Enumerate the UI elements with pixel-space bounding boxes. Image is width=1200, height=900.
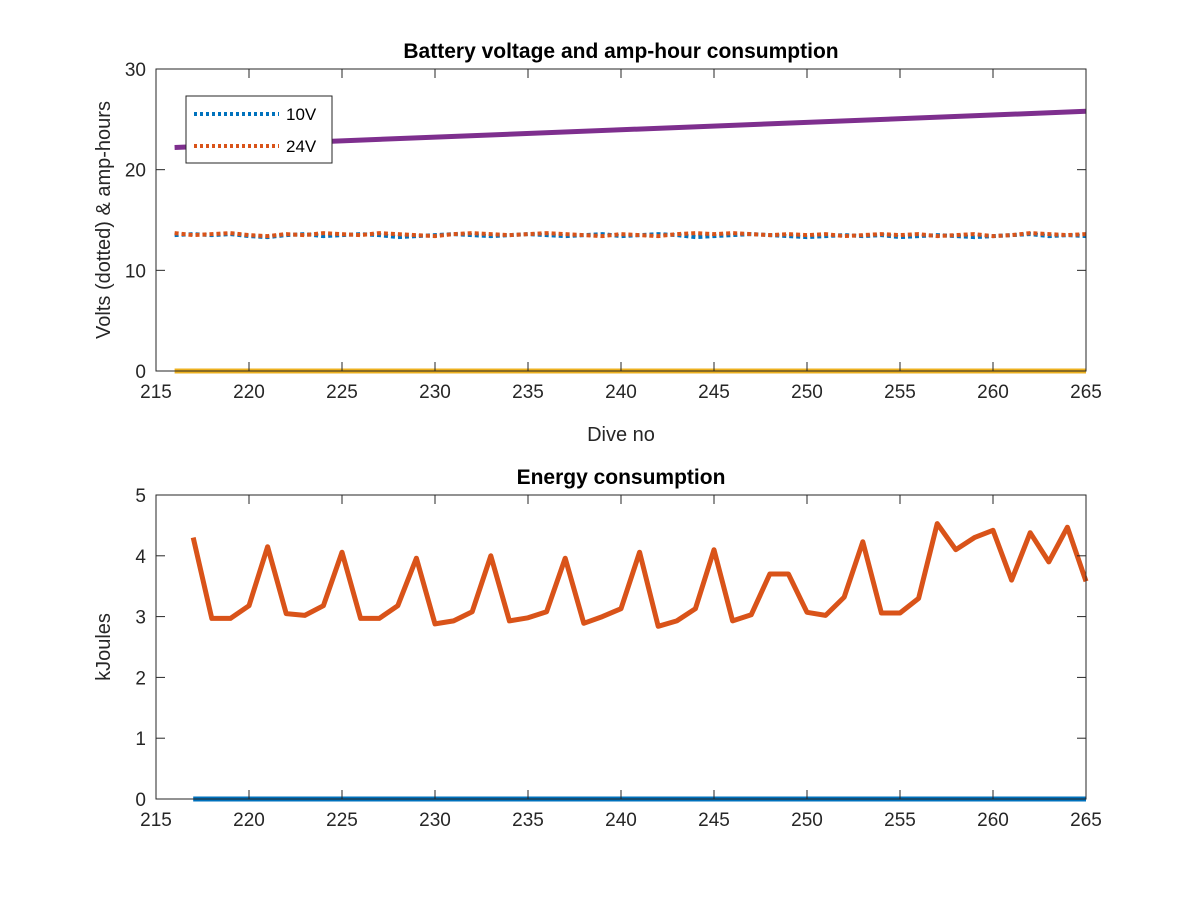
- energy-y-tick-label: 5: [135, 486, 146, 507]
- energy-y-tick-label: 2: [135, 668, 146, 689]
- energy-series-line-0: [190, 521, 1089, 629]
- legend-box: [185, 95, 333, 164]
- energy-x-tick-label: 265: [1070, 810, 1102, 831]
- voltage-chart-title: Battery voltage and amp-hour consumption: [403, 40, 838, 63]
- voltage-x-tick-label: 250: [791, 382, 823, 403]
- voltage-axes-box: [155, 68, 1087, 372]
- voltage-x-tick-label: 235: [512, 382, 544, 403]
- voltage-legend: 10V 24V: [185, 95, 333, 164]
- energy-subplot: Energy consumption kJoules 215 220 225 230 2…: [93, 466, 1102, 831]
- energy-x-tick-label: 220: [233, 810, 265, 831]
- voltage-x-tick-label: 265: [1070, 382, 1102, 403]
- voltage-x-tick-label: 230: [419, 382, 451, 403]
- legend-label-24v: 24V: [286, 137, 317, 156]
- voltage-tick-labels: 215 220 225 230 235 240 245 250 255 260 265 0 10 20 30: [125, 60, 1102, 403]
- energy-x-tick-label: 240: [605, 810, 637, 831]
- energy-chart-title: Energy consumption: [517, 466, 726, 489]
- voltage-y-tick-label: 30: [125, 60, 146, 81]
- energy-y-tick-label: 3: [135, 608, 146, 629]
- voltage-x-axis-label: Dive no: [587, 424, 655, 446]
- energy-x-tick-label: 225: [326, 810, 358, 831]
- energy-x-tick-label: 215: [140, 810, 172, 831]
- voltage-x-tick-label: 260: [977, 382, 1009, 403]
- voltage-x-tick-label: 220: [233, 382, 265, 403]
- voltage-y-tick-label: 10: [125, 261, 146, 282]
- energy-x-tick-label: 250: [791, 810, 823, 831]
- voltage-x-tick-label: 225: [326, 382, 358, 403]
- energy-x-tick-label: 245: [698, 810, 730, 831]
- voltage-x-tick-label: 245: [698, 382, 730, 403]
- voltage-series-line-1: [174, 231, 1087, 239]
- voltage-x-tick-label: 240: [605, 382, 637, 403]
- voltage-y-axis-label: Volts (dotted) & amp-hours: [93, 101, 115, 339]
- energy-y-tick-label: 1: [135, 729, 146, 750]
- energy-axes-box: [155, 494, 1087, 800]
- energy-x-tick-label: 230: [419, 810, 451, 831]
- voltage-x-tick-label: 215: [140, 382, 172, 403]
- voltage-y-tick-label: 20: [125, 161, 146, 182]
- voltage-y-tick-label: 0: [135, 362, 146, 383]
- energy-y-tick-label: 4: [135, 547, 146, 568]
- voltage-x-tick-label: 255: [884, 382, 916, 403]
- voltage-subplot: Battery voltage and amp-hour consumption…: [93, 40, 1102, 446]
- legend-label-10v: 10V: [286, 105, 317, 124]
- energy-y-tick-label: 0: [135, 790, 146, 811]
- energy-y-axis-label: kJoules: [93, 613, 115, 681]
- energy-x-tick-label: 255: [884, 810, 916, 831]
- energy-x-tick-label: 260: [977, 810, 1009, 831]
- energy-x-tick-label: 235: [512, 810, 544, 831]
